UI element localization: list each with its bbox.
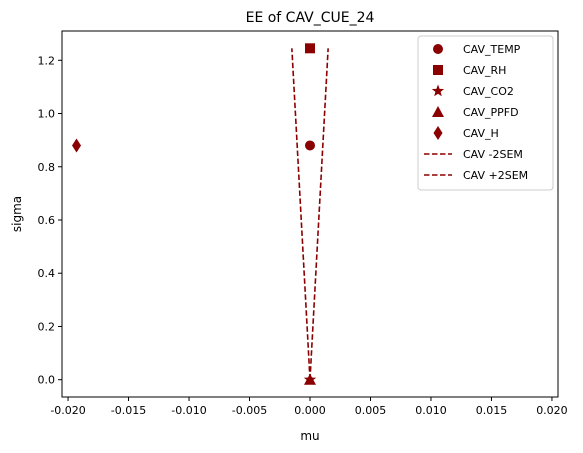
legend-label-cav-co2: CAV_CO2	[463, 85, 514, 98]
plot-area	[72, 43, 329, 385]
legend-label-cav-temp: CAV_TEMP	[463, 43, 521, 56]
legend-marker-cav-rh	[433, 65, 443, 75]
legend-box	[417, 35, 554, 191]
series-line-cav-2sem	[291, 48, 311, 380]
chart-title: EE of CAV_CUE_24	[246, 10, 375, 26]
series-line-cav-2sem	[309, 48, 329, 380]
y-axis-label: sigma	[10, 196, 24, 232]
x-tick-label: 0.005	[355, 404, 387, 417]
legend-label-cav-h: CAV_H	[463, 127, 499, 140]
y-axis: 0.0 0.2 0.4 0.6 0.8 1.0 1.2	[38, 54, 62, 387]
legend-label-cav-2sem: CAV +2SEM	[463, 169, 528, 182]
x-tick-label: -0.015	[111, 404, 146, 417]
x-tick-label: -0.005	[232, 404, 267, 417]
y-tick-label: 0.0	[38, 374, 56, 387]
y-tick-label: 1.0	[38, 108, 56, 121]
x-tick-label: 0.015	[476, 404, 508, 417]
x-tick-label: -0.010	[171, 404, 206, 417]
data-point-cav-rh	[305, 43, 315, 54]
x-tick-label: 0.010	[415, 404, 447, 417]
x-tick-label: -0.020	[50, 404, 85, 417]
y-tick-label: 0.2	[38, 320, 56, 333]
legend: CAV_TEMP CAV_RH CAV_CO2 CAV_PPFD CAV_H CAV -2…	[417, 35, 554, 191]
legend-marker-cav-temp	[433, 44, 443, 54]
legend-label-cav-ppfd: CAV_PPFD	[463, 106, 519, 119]
legend-marker-cav-co2	[431, 84, 445, 97]
legend-marker-cav-ppfd	[432, 106, 444, 117]
legend-marker-cav-h	[433, 126, 443, 140]
y-tick-label: 0.6	[38, 214, 56, 227]
x-axis-label: mu	[300, 429, 319, 443]
legend-label-cav-2sem: CAV -2SEM	[463, 148, 523, 161]
data-point-cav-temp	[305, 140, 315, 151]
x-axis: -0.020 -0.015 -0.010 -0.005 0.000 0.005 0.010 0…	[50, 397, 568, 417]
y-tick-label: 0.4	[38, 267, 56, 280]
y-tick-label: 1.2	[38, 54, 56, 67]
legend-label-cav-rh: CAV_RH	[463, 64, 506, 77]
data-point-cav-h	[72, 138, 82, 153]
y-tick-label: 0.8	[38, 161, 56, 174]
x-tick-label: 0.000	[294, 404, 326, 417]
x-tick-label: 0.020	[536, 404, 568, 417]
data-point-cav-co2	[303, 373, 317, 385]
